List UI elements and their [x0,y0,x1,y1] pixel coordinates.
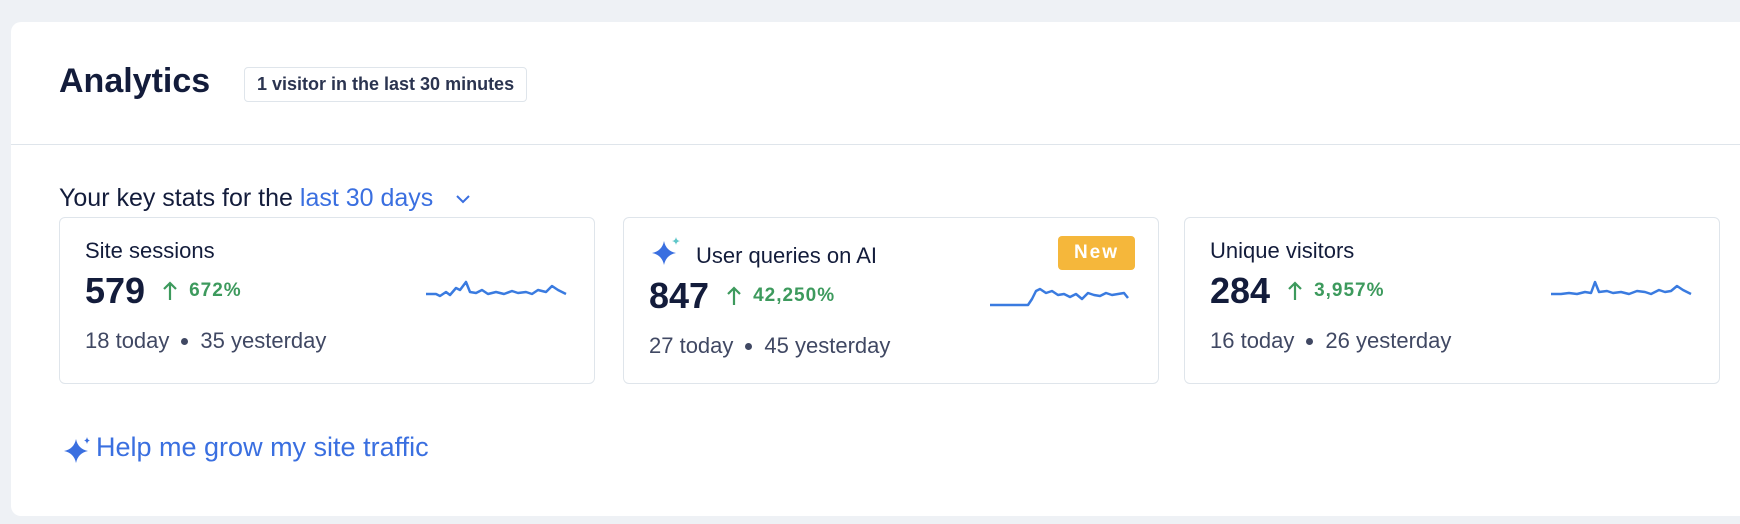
stats-prefix: Your key stats for the [59,184,293,212]
yesterday: 45 yesterday [764,333,891,358]
live-badge: 1 visitor in the last 30 minutes [244,67,528,102]
yesterday: 35 yesterday [200,328,327,353]
today: 16 today [1210,328,1295,353]
card-title: User queries on AI [696,243,877,268]
daily-stats: 27 today 45 yesterday [649,333,890,359]
value-row: 579 672% [85,270,242,312]
sparkline [1551,280,1692,296]
up-arrow [163,281,177,300]
period-dropdown[interactable]: last 30 days [299,184,434,212]
daily-stats: 16 today 26 yesterday [1210,328,1451,354]
stat-card: Unique visitors 284 3,957% 16 today 26 yeste… [1184,217,1720,384]
change: 42,250% [725,285,835,307]
chevron[interactable] [452,192,474,206]
ai-icon [652,237,680,265]
yesterday: 26 yesterday [1325,328,1452,353]
new-badge: New [1058,236,1135,270]
stat-value: 579 [85,270,146,311]
change-value: 42,250% [753,285,836,306]
change: 3,957% [1286,280,1384,302]
sparkline [990,287,1129,307]
stat-value: 847 [649,275,710,316]
stats-heading: Your key stats for the last 30 days [59,184,474,213]
separator [181,337,189,345]
divider [11,144,1740,145]
title: Analytics [59,62,211,100]
card-title: Site sessions [85,238,215,263]
change: 672% [161,280,242,302]
stat-card: User queries on AI New 847 42,250% 27 today 4… [623,217,1159,384]
sparkline [426,280,567,298]
analytics-panel: Analytics 1 visitor in the last 30 minut… [11,22,1740,516]
change-value: 672% [189,280,242,301]
sparkle-icon [64,437,90,463]
today: 18 today [85,328,170,353]
separator [1306,337,1314,345]
daily-stats: 18 today 35 yesterday [85,328,326,354]
separator [745,342,753,350]
up-arrow [727,286,741,305]
card-title: Unique visitors [1210,238,1355,263]
up-arrow [1288,281,1302,300]
help-link[interactable]: Help me grow my site traffic [96,432,429,462]
stat-card: Site sessions 579 672% 18 today 35 yesterday [59,217,595,384]
value-row: 284 3,957% [1210,270,1385,312]
stat-value: 284 [1210,270,1271,311]
today: 27 today [649,333,734,358]
change-value: 3,957% [1314,280,1385,301]
value-row: 847 42,250% [649,275,835,317]
